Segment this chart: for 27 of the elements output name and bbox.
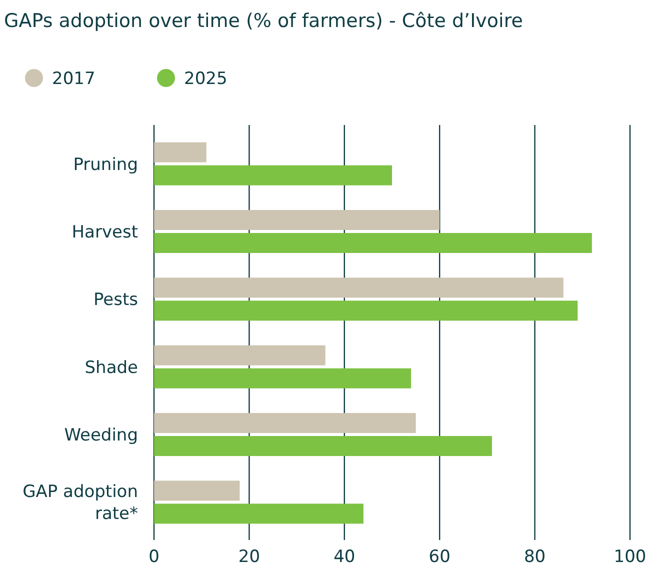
x-tick-label: 0 — [148, 547, 160, 568]
y-tick-label: Harvest — [72, 222, 138, 242]
x-tick-label: 80 — [524, 547, 546, 568]
bar — [154, 300, 578, 321]
bar — [154, 345, 326, 366]
y-tick-label: Weeding — [64, 426, 138, 446]
y-tick-label: Pests — [94, 290, 138, 310]
x-tick-label: 60 — [428, 547, 450, 568]
bar — [154, 232, 592, 253]
x-tick-label: 40 — [334, 547, 356, 568]
bar — [154, 368, 412, 388]
x-tick-label: 100 — [614, 547, 646, 568]
y-tick-label: Pruning — [73, 154, 138, 175]
bar — [154, 504, 364, 524]
bar — [154, 210, 440, 230]
bar — [154, 480, 240, 501]
x-tick-label: 20 — [238, 547, 260, 568]
y-tick-label: Shade — [84, 358, 138, 378]
bar — [154, 142, 206, 162]
bar — [154, 165, 392, 186]
bar — [154, 436, 492, 456]
legend-label: 2025 — [184, 69, 228, 89]
y-tick-label: GAP adoption rate* — [22, 482, 138, 524]
bar — [154, 413, 416, 434]
bar — [154, 278, 564, 298]
legend-label: 2017 — [52, 69, 96, 89]
chart-title: GAPs adoption over time (% of farmers) - Côte d’Ivoire — [4, 10, 523, 32]
